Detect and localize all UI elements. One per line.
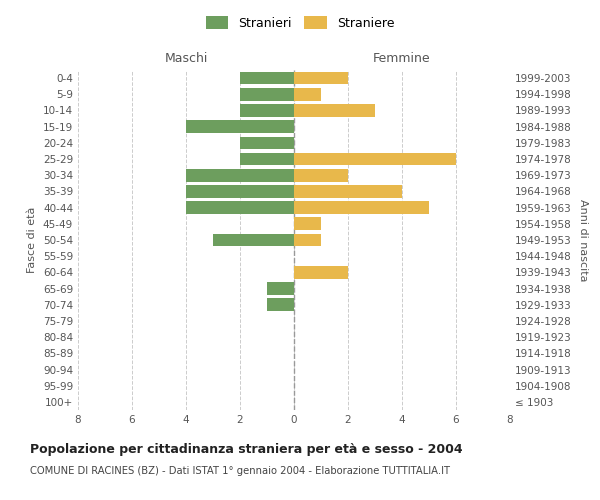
Text: Maschi: Maschi: [164, 52, 208, 65]
Bar: [294, 218, 321, 230]
Bar: [240, 72, 294, 85]
Y-axis label: Fasce di età: Fasce di età: [28, 207, 37, 273]
Bar: [186, 169, 294, 181]
Text: Femmine: Femmine: [373, 52, 431, 65]
Legend: Stranieri, Straniere: Stranieri, Straniere: [201, 11, 399, 35]
Bar: [294, 88, 321, 101]
Text: Popolazione per cittadinanza straniera per età e sesso - 2004: Popolazione per cittadinanza straniera p…: [30, 442, 463, 456]
Bar: [240, 136, 294, 149]
Bar: [294, 72, 348, 85]
Y-axis label: Anni di nascita: Anni di nascita: [578, 198, 588, 281]
Bar: [186, 202, 294, 214]
Bar: [294, 266, 348, 278]
Bar: [294, 202, 429, 214]
Text: COMUNE DI RACINES (BZ) - Dati ISTAT 1° gennaio 2004 - Elaborazione TUTTITALIA.IT: COMUNE DI RACINES (BZ) - Dati ISTAT 1° g…: [30, 466, 450, 476]
Bar: [240, 104, 294, 117]
Bar: [294, 185, 402, 198]
Bar: [294, 152, 456, 166]
Bar: [267, 282, 294, 295]
Bar: [213, 234, 294, 246]
Bar: [294, 169, 348, 181]
Bar: [294, 234, 321, 246]
Bar: [186, 120, 294, 133]
Bar: [240, 152, 294, 166]
Bar: [267, 298, 294, 311]
Bar: [186, 185, 294, 198]
Bar: [240, 88, 294, 101]
Bar: [294, 104, 375, 117]
